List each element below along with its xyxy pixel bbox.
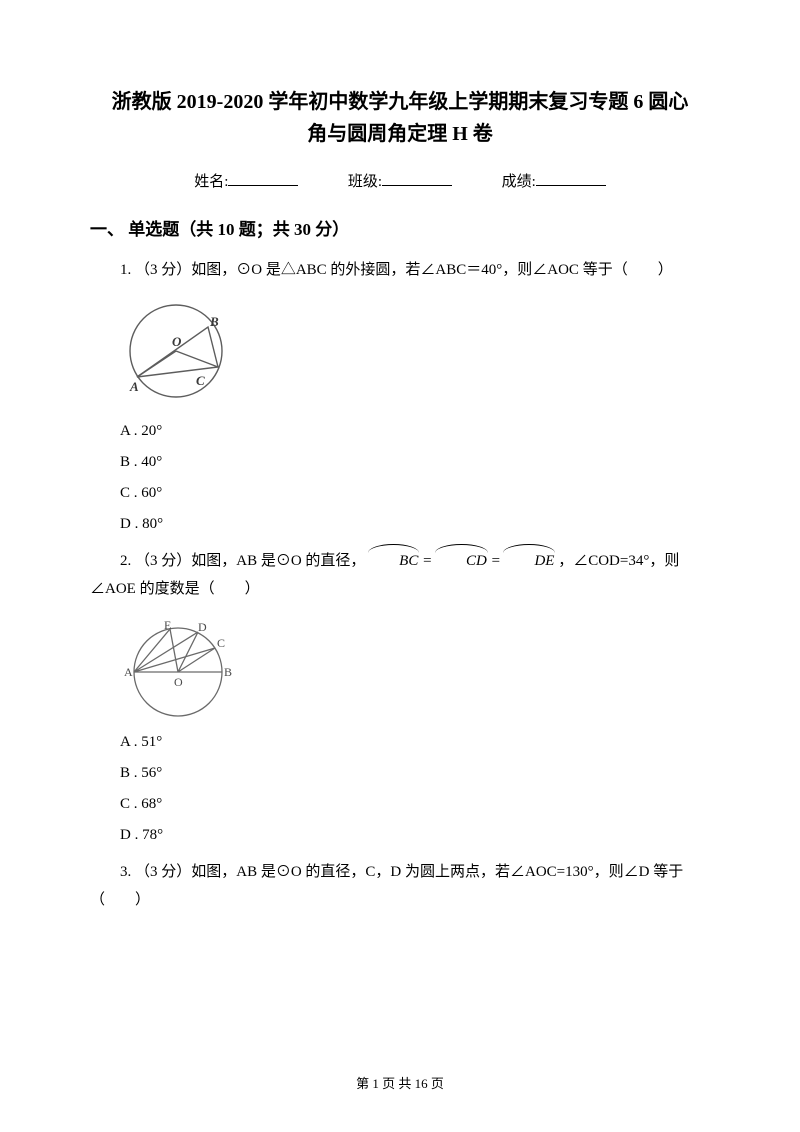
class-input-line[interactable] (382, 172, 452, 186)
q2-prefix: 2. （3 分）如图，AB 是⊙O 的直径， (120, 553, 369, 569)
student-fields: 姓名: 班级: 成绩: (90, 170, 710, 191)
q3-text: 3. （3 分）如图，AB 是⊙O 的直径，C，D 为圆上两点，若∠AOC=13… (90, 858, 710, 915)
q2-label-D: D (198, 620, 207, 634)
q1-text: 1. （3 分）如图，⊙O 是△ABC 的外接圆，若∠ABC＝40°，则∠AOC… (90, 256, 710, 285)
q2-option-b[interactable]: B . 56° (90, 765, 710, 782)
q2-label-A: A (124, 665, 133, 679)
arc-de: DE (504, 547, 554, 576)
q2-text: 2. （3 分）如图，AB 是⊙O 的直径， BC = CD = DE ，∠CO… (90, 547, 710, 604)
q1-option-d[interactable]: D . 80° (90, 516, 710, 533)
arc-cd: CD (436, 547, 487, 576)
arc-bc: BC (369, 547, 418, 576)
q1-label-C: C (196, 373, 205, 388)
q1-label-A: A (129, 379, 139, 394)
q1-label-B: B (209, 314, 219, 329)
class-label: 班级: (348, 170, 382, 191)
q2-option-c[interactable]: C . 68° (90, 796, 710, 813)
q2-label-B: B (224, 665, 232, 679)
score-input-line[interactable] (536, 172, 606, 186)
q2-label-O: O (174, 675, 183, 689)
q2-figure: A B O C D E (120, 618, 710, 718)
q1-label-O: O (172, 334, 182, 349)
score-label: 成绩: (502, 170, 536, 191)
q2-option-d[interactable]: D . 78° (90, 827, 710, 844)
page-footer: 第 1 页 共 16 页 (0, 1073, 800, 1092)
q1-option-b[interactable]: B . 40° (90, 454, 710, 471)
q1-option-c[interactable]: C . 60° (90, 485, 710, 502)
title-line-1: 浙教版 2019-2020 学年初中数学九年级上学期期末复习专题 6 圆心 (90, 86, 710, 118)
q1-figure: O B A C (120, 299, 710, 407)
q1-option-a[interactable]: A . 20° (90, 423, 710, 440)
name-label: 姓名: (194, 170, 228, 191)
q2-option-a[interactable]: A . 51° (90, 734, 710, 751)
title-line-2: 角与圆周角定理 H 卷 (90, 118, 710, 150)
section-1-heading: 一、 单选题（共 10 题；共 30 分） (90, 215, 710, 240)
q2-label-E: E (164, 618, 171, 632)
q2-label-C: C (217, 636, 225, 650)
name-input-line[interactable] (228, 172, 298, 186)
